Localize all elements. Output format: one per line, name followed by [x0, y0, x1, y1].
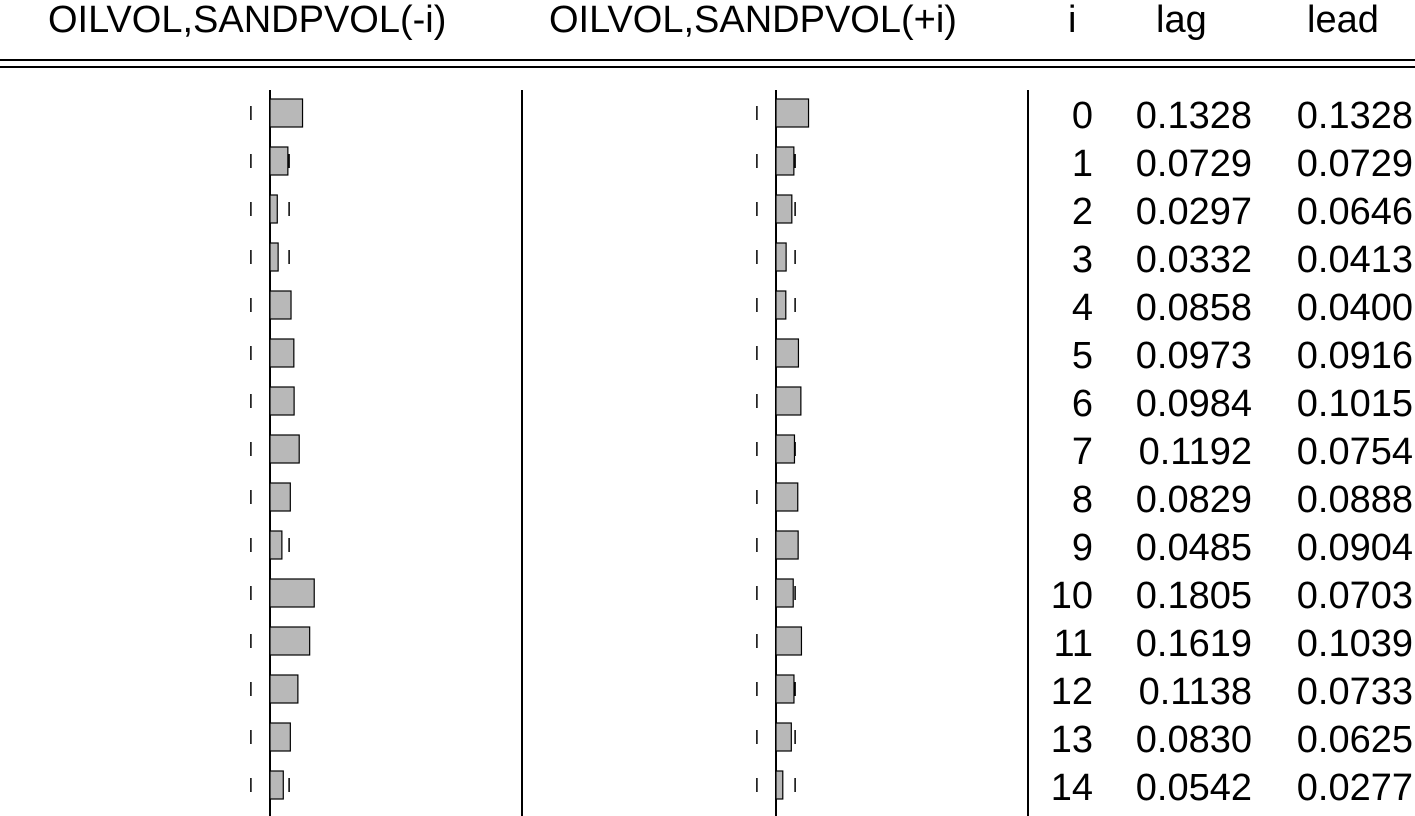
lead-bar: [775, 194, 793, 224]
cell-lag: 0.1619: [1135, 623, 1252, 665]
cell-lead: 0.0754: [1296, 431, 1413, 473]
header-rule-bottom: [0, 66, 1415, 68]
cell-lag: 0.0973: [1135, 335, 1252, 377]
header-lag-correlogram: OILVOL,SANDPVOL(-i): [48, 0, 447, 41]
cell-i: 14: [1050, 767, 1093, 809]
lead-bar: [775, 578, 794, 608]
lead-bar: [775, 146, 795, 176]
cell-lag: 0.0830: [1135, 719, 1252, 761]
cell-lag: 0.0858: [1135, 287, 1252, 329]
cell-lead: 0.0733: [1296, 671, 1413, 713]
lead-bar: [775, 722, 792, 752]
cell-i: 3: [1071, 239, 1093, 281]
header-lead: lead: [1307, 0, 1379, 41]
cell-i: 12: [1050, 671, 1093, 713]
cell-lag: 0.0984: [1135, 383, 1252, 425]
lag-bar: [269, 146, 289, 176]
column-separator: [1027, 90, 1029, 816]
cell-lead: 0.1039: [1296, 623, 1413, 665]
lag-bar: [269, 674, 299, 704]
lead-bar: [775, 98, 810, 128]
lead-bar: [775, 674, 795, 704]
column-separator: [521, 90, 523, 816]
cell-lead: 0.1015: [1296, 383, 1413, 425]
cell-lag: 0.1805: [1135, 575, 1252, 617]
cell-lead: 0.0277: [1296, 767, 1413, 809]
cell-i: 7: [1071, 431, 1093, 473]
cell-i: 0: [1071, 95, 1093, 137]
cell-lag: 0.0829: [1135, 479, 1252, 521]
lag-bar: [269, 626, 311, 656]
cell-lead: 0.0625: [1296, 719, 1413, 761]
cell-lead: 0.0400: [1296, 287, 1413, 329]
cell-lead: 0.0729: [1296, 143, 1413, 185]
header-i: i: [1068, 0, 1077, 41]
cell-lead: 0.0413: [1296, 239, 1413, 281]
lag-bar: [269, 386, 295, 416]
cell-lag: 0.0729: [1135, 143, 1252, 185]
cell-i: 11: [1053, 623, 1093, 665]
lag-bar: [269, 338, 295, 368]
lead-bar: [775, 770, 784, 800]
cell-lead: 0.0703: [1296, 575, 1413, 617]
lag-bar: [269, 98, 304, 128]
cell-i: 6: [1071, 383, 1093, 425]
lag-bar: [269, 578, 315, 608]
cell-lead: 0.0888: [1296, 479, 1413, 521]
lag-bar: [269, 242, 279, 272]
cell-lead: 0.0916: [1296, 335, 1413, 377]
cell-i: 8: [1071, 479, 1093, 521]
header-rule-top: [0, 59, 1415, 61]
lag-bar: [269, 530, 283, 560]
cell-lag: 0.1328: [1135, 95, 1252, 137]
lag-bar: [269, 482, 291, 512]
lead-bar: [775, 386, 802, 416]
lead-bar: [775, 338, 800, 368]
lag-bar: [269, 434, 300, 464]
lag-bar: [269, 722, 291, 752]
cell-lag: 0.0542: [1135, 767, 1252, 809]
cell-lead: 0.0904: [1296, 527, 1413, 569]
cell-i: 10: [1050, 575, 1093, 617]
lag-bar: [269, 770, 284, 800]
header-lag: lag: [1156, 0, 1207, 41]
cell-i: 1: [1071, 143, 1093, 185]
lag-bar: [269, 194, 278, 224]
cell-lag: 0.1138: [1138, 671, 1252, 713]
cell-lead: 0.0646: [1296, 191, 1413, 233]
lead-bar: [775, 242, 787, 272]
lead-bar: [775, 434, 796, 464]
cell-lag: 0.1192: [1138, 431, 1252, 473]
lag-bar: [269, 290, 292, 320]
lead-bar: [775, 626, 803, 656]
cell-lag: 0.0332: [1135, 239, 1252, 281]
cell-i: 2: [1071, 191, 1093, 233]
lead-bar: [775, 290, 787, 320]
header-lead-correlogram: OILVOL,SANDPVOL(+i): [549, 0, 957, 41]
lead-bar: [775, 482, 799, 512]
cell-i: 4: [1071, 287, 1093, 329]
cell-i: 13: [1050, 719, 1093, 761]
cell-i: 5: [1071, 335, 1093, 377]
cell-lag: 0.0297: [1135, 191, 1252, 233]
lead-bar: [775, 530, 799, 560]
cell-i: 9: [1071, 527, 1093, 569]
cell-lag: 0.0485: [1135, 527, 1252, 569]
cell-lead: 0.1328: [1296, 95, 1413, 137]
